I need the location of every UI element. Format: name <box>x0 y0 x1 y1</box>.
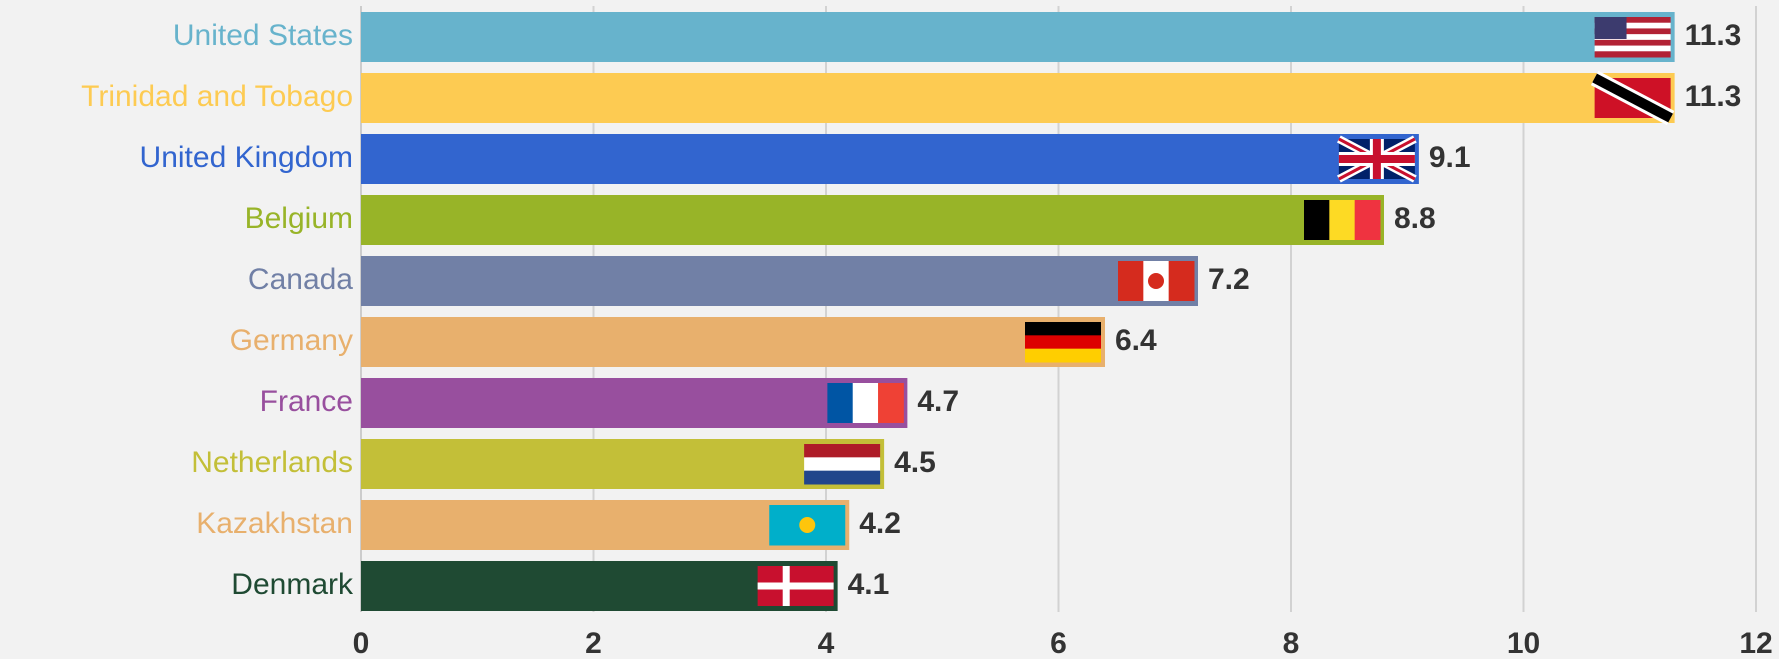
category-label: Germany <box>230 324 353 357</box>
flag-stripe <box>1594 34 1671 41</box>
flag <box>1337 135 1417 183</box>
flag-stripe <box>1329 200 1356 240</box>
flag-stripe <box>1594 22 1671 29</box>
flag-stripe <box>1594 17 1671 24</box>
flag-stripe <box>1025 322 1101 336</box>
category-label: United Kingdom <box>140 141 353 174</box>
category-label: Denmark <box>231 568 354 601</box>
flag-cross <box>757 582 834 590</box>
bar <box>361 439 885 489</box>
category-label: Netherlands <box>191 446 353 479</box>
flag <box>757 566 834 606</box>
bar <box>361 195 1384 245</box>
value-label: 4.7 <box>917 385 959 418</box>
flag-stripe <box>1118 261 1144 301</box>
flag-stripe <box>1594 45 1671 52</box>
bar <box>361 378 908 428</box>
value-label: 11.3 <box>1685 80 1742 113</box>
flag <box>1590 70 1675 126</box>
flag <box>1118 261 1195 301</box>
flag-canton <box>1594 17 1627 39</box>
value-label: 11.3 <box>1685 19 1742 52</box>
category-label: United States <box>173 19 353 52</box>
flag <box>1304 200 1381 240</box>
value-label: 7.2 <box>1208 263 1250 296</box>
flag-stripe <box>1025 335 1101 350</box>
bar <box>361 12 1675 62</box>
flag-stripe <box>804 457 881 472</box>
flag-stripe <box>1304 200 1330 240</box>
value-label: 6.4 <box>1115 324 1157 357</box>
category-label: France <box>260 385 353 418</box>
flag <box>827 383 904 423</box>
flag-stripe <box>1025 348 1101 363</box>
flag-stripe <box>1354 200 1381 240</box>
x-tick-label: 4 <box>818 627 835 659</box>
flag-sun <box>799 517 816 533</box>
flag-stripe <box>1594 28 1671 35</box>
value-label: 4.1 <box>848 568 890 601</box>
flag-stripe <box>804 470 881 485</box>
flag-cross <box>1338 155 1415 163</box>
flag <box>1025 322 1101 363</box>
value-label: 4.5 <box>894 446 936 479</box>
category-label: Canada <box>248 263 353 296</box>
flag-stripe <box>878 383 904 423</box>
flag-stripe <box>1168 261 1195 301</box>
x-tick-label: 6 <box>1050 627 1067 659</box>
flag <box>804 444 881 485</box>
flag-leaf <box>1148 273 1164 289</box>
flag-stripe <box>852 383 879 423</box>
flag-stripe <box>827 383 854 423</box>
category-label: Belgium <box>245 202 353 235</box>
value-label: 4.2 <box>859 507 901 540</box>
x-tick-label: 10 <box>1507 627 1540 659</box>
flag-stripe <box>804 444 881 458</box>
x-tick-label: 0 <box>353 627 370 659</box>
bar <box>361 500 850 550</box>
value-label: 8.8 <box>1394 202 1436 235</box>
bar <box>361 317 1105 367</box>
flag-band <box>1592 73 1673 123</box>
category-label: Trinidad and Tobago <box>81 80 353 113</box>
bar <box>361 256 1198 306</box>
flag <box>1594 17 1671 58</box>
flag-stripe <box>1594 39 1671 47</box>
flag <box>769 505 846 546</box>
flag-stripe <box>1594 51 1671 58</box>
x-tick-label: 12 <box>1739 627 1772 659</box>
value-label: 9.1 <box>1429 141 1471 174</box>
x-tick-label: 8 <box>1283 627 1300 659</box>
category-label: Kazakhstan <box>196 507 353 540</box>
x-tick-label: 2 <box>585 627 602 659</box>
bar <box>361 73 1675 123</box>
bar <box>361 134 1419 184</box>
